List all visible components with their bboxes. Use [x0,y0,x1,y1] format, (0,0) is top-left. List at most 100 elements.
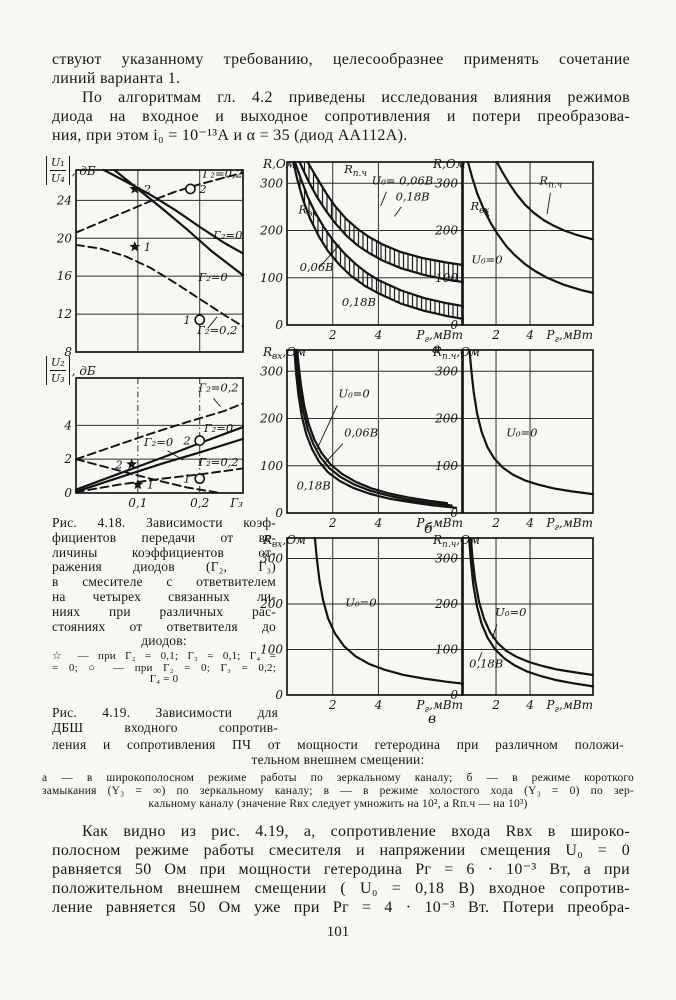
svg-text:2: 2 [328,516,337,530]
svg-text:0: 0 [275,318,283,332]
svg-text:100: 100 [260,459,283,473]
page-number: 101 [326,924,350,940]
text-line: полосном режиме работы смесителя и напря… [52,842,630,859]
svg-text:Г₂=0,2: Г₂=0,2 [197,455,238,469]
svg-text:200: 200 [434,224,458,238]
svg-text:2: 2 [143,182,151,196]
svg-text:Г₂=0: Г₂=0 [143,435,173,449]
svg-text:12: 12 [57,307,72,321]
svg-text:0: 0 [450,318,458,332]
svg-text:4: 4 [374,516,383,530]
svg-text:0,06В: 0,06В [300,260,334,274]
legend-line: ☆ — при Г₂ = 0,1; Г₃ = 0,1; Г₄ = [52,650,276,662]
caption-line: стояниях от ответвителя до [52,618,276,634]
svg-text:200: 200 [434,597,458,611]
svg-text:R,Ом: R,Ом [432,157,466,171]
svg-text:2: 2 [63,452,72,466]
caption-line: Рис. 4.18. Зависимости коэф- [52,515,276,530]
text-line: ствуют указанному требованию, целесообра… [52,51,630,68]
figure-row-label-v: в [428,711,437,727]
svg-text:4: 4 [63,418,72,432]
note-line: замыкания (Y₃ = ∞) по зеркальному каналу… [42,785,634,797]
svg-text:0: 0 [450,506,458,520]
svg-text:4: 4 [525,328,534,342]
svg-text:100: 100 [435,271,458,285]
text-line: положительном внешнем смещении ( U₀ = 0,… [52,880,630,897]
svg-text:U₀= 0,06В: U₀= 0,06В [372,174,434,188]
fig418-bottom-chart: 0,1 0,2 4 2 0 Г₂=0,2 Г₂=0 Г₂=0 Г₂=0,2 2 1 2 1 Г₃ [63,377,245,510]
svg-text:0,18В: 0,18В [297,478,331,492]
svg-text:300: 300 [435,551,458,565]
note-line: кальному каналу (значение Rвх следует ум… [148,798,528,810]
svg-text:2: 2 [328,698,337,712]
svg-text:300: 300 [260,364,283,378]
svg-text:2: 2 [198,182,206,196]
fig419-b-left-chart: 2 4 300 200 100 0 U₀=0 0,06В 0,18В Rвх,Ом Pг,мВт [259,345,464,533]
caption-line: в смесителе с ответвителем [52,574,276,590]
svg-text:20: 20 [56,231,73,245]
svg-text:200: 200 [259,224,283,238]
svg-text:0: 0 [275,688,283,702]
svg-text:2: 2 [491,516,500,530]
fig419-b-right-chart: 2 4 300 200 100 0 U₀=0 Rп.ч,Ом Pг,мВт [432,345,595,533]
caption-line: ления и сопротивления ПЧ от мощности гет… [52,737,624,752]
svg-text:0: 0 [64,486,72,500]
svg-text:Pг,мВт: Pг,мВт [415,698,463,715]
fraction-unit: , дБ [71,363,96,378]
svg-text:0,18В: 0,18В [342,295,376,309]
svg-text:Rп.ч,Ом: Rп.ч,Ом [432,345,480,362]
text-line: диода на входное и выходное сопротивлени… [52,108,630,125]
svg-text:300: 300 [260,176,283,190]
svg-text:300: 300 [435,176,458,190]
svg-text:300: 300 [260,551,283,565]
svg-text:0,06В: 0,06В [344,425,378,439]
svg-text:200: 200 [259,412,283,426]
svg-text:100: 100 [260,271,283,285]
svg-text:Rп.ч: Rп.ч [343,162,367,179]
text-line: По алгоритмам гл. 4.2 приведены исследов… [82,89,630,106]
fig418-bottom-ylabel: U₂ U₃ , дБ [46,356,96,385]
svg-text:4: 4 [525,516,534,530]
caption-line: тельном внешнем смещении: [251,751,425,767]
svg-text:0: 0 [275,506,283,520]
svg-text:1: 1 [144,240,151,254]
caption-line: личины коэффициентов от- [52,544,276,560]
svg-text:U₀=0: U₀=0 [345,596,376,610]
svg-text:U₀=0: U₀=0 [471,253,502,267]
svg-text:2: 2 [182,434,190,448]
fraction-numerator: U₂ [50,356,66,371]
fig419-v-left-chart: 2 4 300 200 100 0 U₀=0 Rвх,Ом Pг,мВт [259,533,465,715]
svg-text:4: 4 [525,698,534,712]
text-line: ление равняется 50 Ом уже при Pг = 4 · 1… [52,899,630,916]
svg-text:1: 1 [183,472,190,486]
svg-text:Г₃: Г₃ [229,496,243,510]
fig418-caption: Рис. 4.18. Зависимости коэф- фициентов п… [52,515,276,649]
caption-line: Рис. 4.19. Зависимости для [52,705,278,720]
svg-text:Pг,мВт: Pг,мВт [415,516,463,533]
fig419-caption-full: ления и сопротивления ПЧ от мощности гет… [52,737,624,768]
top-paragraph: ствуют указанному требованию, целесообра… [52,50,630,145]
svg-text:Pг,мВт: Pг,мВт [545,698,593,715]
svg-text:Г₂=0,2: Г₂=0,2 [196,323,237,337]
svg-text:8: 8 [64,345,72,359]
figure-row-label-a: а [432,341,441,357]
svg-text:Rвх: Rвх [470,199,490,216]
svg-text:Г₂=0,2: Г₂=0,2 [197,381,238,395]
fig419-v-right-chart: 2 4 300 200 100 0 U₀=0 0,18В Rп.ч,Ом Pг,мВт [432,533,595,715]
fig419-a-right-chart: 2 4 300 200 100 0 Rвх Rп.ч U₀=0 R,Ом Pг,мВт [432,157,595,345]
svg-text:0: 0 [450,688,458,702]
svg-text:Rвх,Ом: Rвх,Ом [262,345,306,362]
svg-text:Pг,мВт: Pг,мВт [545,516,593,533]
note-line: а — в широкополосном режиме работы по зе… [42,772,634,784]
svg-text:Rп.ч: Rп.ч [538,174,562,191]
svg-text:100: 100 [435,459,458,473]
svg-text:2: 2 [114,457,122,471]
legend-line: Г₄ = 0 [149,673,179,686]
svg-text:200: 200 [259,597,283,611]
caption-line: фициентов передачи от ве- [52,529,276,545]
svg-text:Г₂=0: Г₂=0 [197,270,227,284]
fraction-denominator: U₄ [51,172,65,185]
